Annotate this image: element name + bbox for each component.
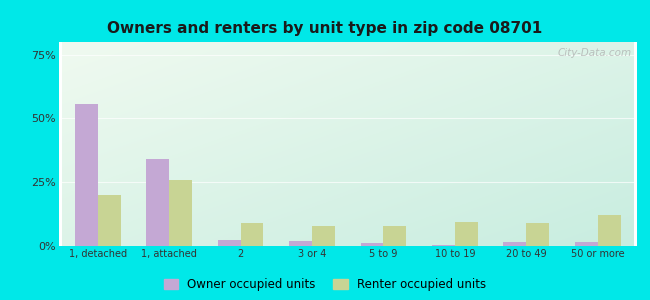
Bar [575, 242, 598, 246]
Bar [455, 222, 478, 246]
Bar [384, 226, 406, 246]
Bar [289, 241, 312, 246]
Bar [526, 223, 549, 246]
Legend: Owner occupied units, Renter occupied units: Owner occupied units, Renter occupied un… [164, 278, 486, 291]
Bar [146, 159, 169, 246]
Bar [169, 180, 192, 246]
Text: Owners and renters by unit type in zip code 08701: Owners and renters by unit type in zip c… [107, 21, 543, 36]
Bar [598, 215, 621, 246]
Bar [312, 226, 335, 246]
Bar [218, 240, 240, 246]
Bar [432, 245, 455, 246]
Bar [361, 244, 384, 246]
Bar [75, 104, 98, 246]
Text: City-Data.com: City-Data.com [557, 48, 631, 58]
Bar [98, 195, 121, 246]
Bar [240, 223, 263, 246]
Bar [504, 242, 526, 246]
